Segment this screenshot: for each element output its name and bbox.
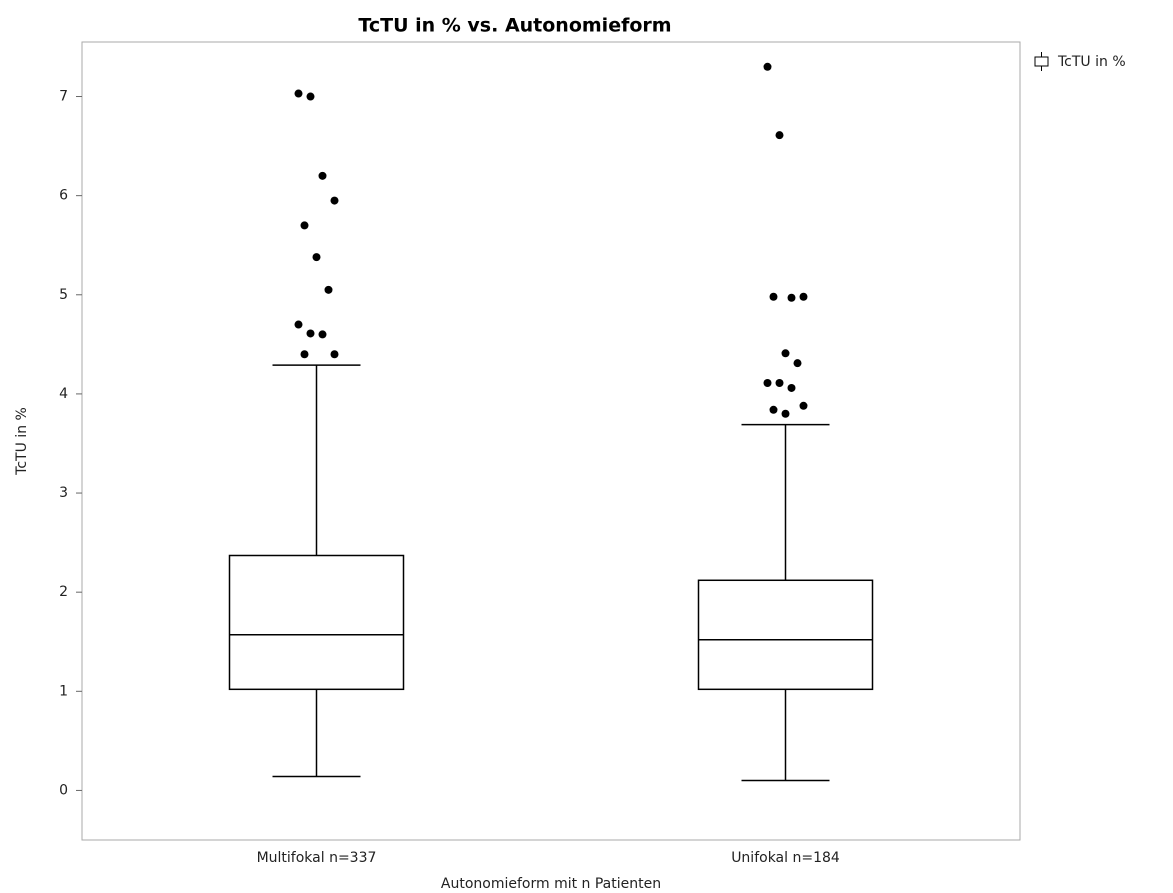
y-tick-label: 4 <box>59 386 68 402</box>
outlier <box>769 405 778 414</box>
outlier <box>306 92 315 101</box>
outlier <box>799 401 808 410</box>
outlier <box>318 171 327 180</box>
box <box>697 579 874 691</box>
y-tick-label: 1 <box>59 683 68 699</box>
outlier <box>775 131 784 140</box>
outlier <box>318 330 327 339</box>
y-tick-label: 5 <box>59 287 68 303</box>
y-tick-label: 0 <box>59 782 68 798</box>
y-tick-label: 3 <box>59 485 68 501</box>
outlier <box>763 379 772 388</box>
outlier <box>300 221 309 230</box>
outlier <box>330 196 339 205</box>
chart-title: TcTU in % vs. Autonomieform <box>358 15 671 37</box>
outlier <box>324 285 333 294</box>
outlier <box>787 383 796 392</box>
outlier <box>330 350 339 359</box>
outlier <box>799 292 808 301</box>
legend-label: TcTU in % <box>1057 54 1126 70</box>
y-tick-label: 7 <box>59 89 68 105</box>
box <box>228 554 405 691</box>
outlier <box>781 409 790 418</box>
outlier <box>793 359 802 368</box>
x-tick-label: Unifokal n=184 <box>731 850 840 866</box>
y-axis-label: TcTU in % <box>14 407 30 476</box>
outlier <box>769 292 778 301</box>
y-tick-label: 2 <box>59 584 68 600</box>
outlier <box>763 62 772 71</box>
outlier <box>781 349 790 358</box>
outlier <box>294 320 303 329</box>
y-tick-label: 6 <box>59 188 68 204</box>
plot-frame <box>81 41 1021 841</box>
outlier <box>775 379 784 388</box>
outlier <box>300 350 309 359</box>
x-tick-label: Multifokal n=337 <box>257 850 377 866</box>
outlier <box>787 293 796 302</box>
outlier <box>312 253 321 262</box>
outlier <box>294 89 303 98</box>
x-axis-label: Autonomieform mit n Patienten <box>441 876 661 892</box>
outlier <box>306 329 315 338</box>
